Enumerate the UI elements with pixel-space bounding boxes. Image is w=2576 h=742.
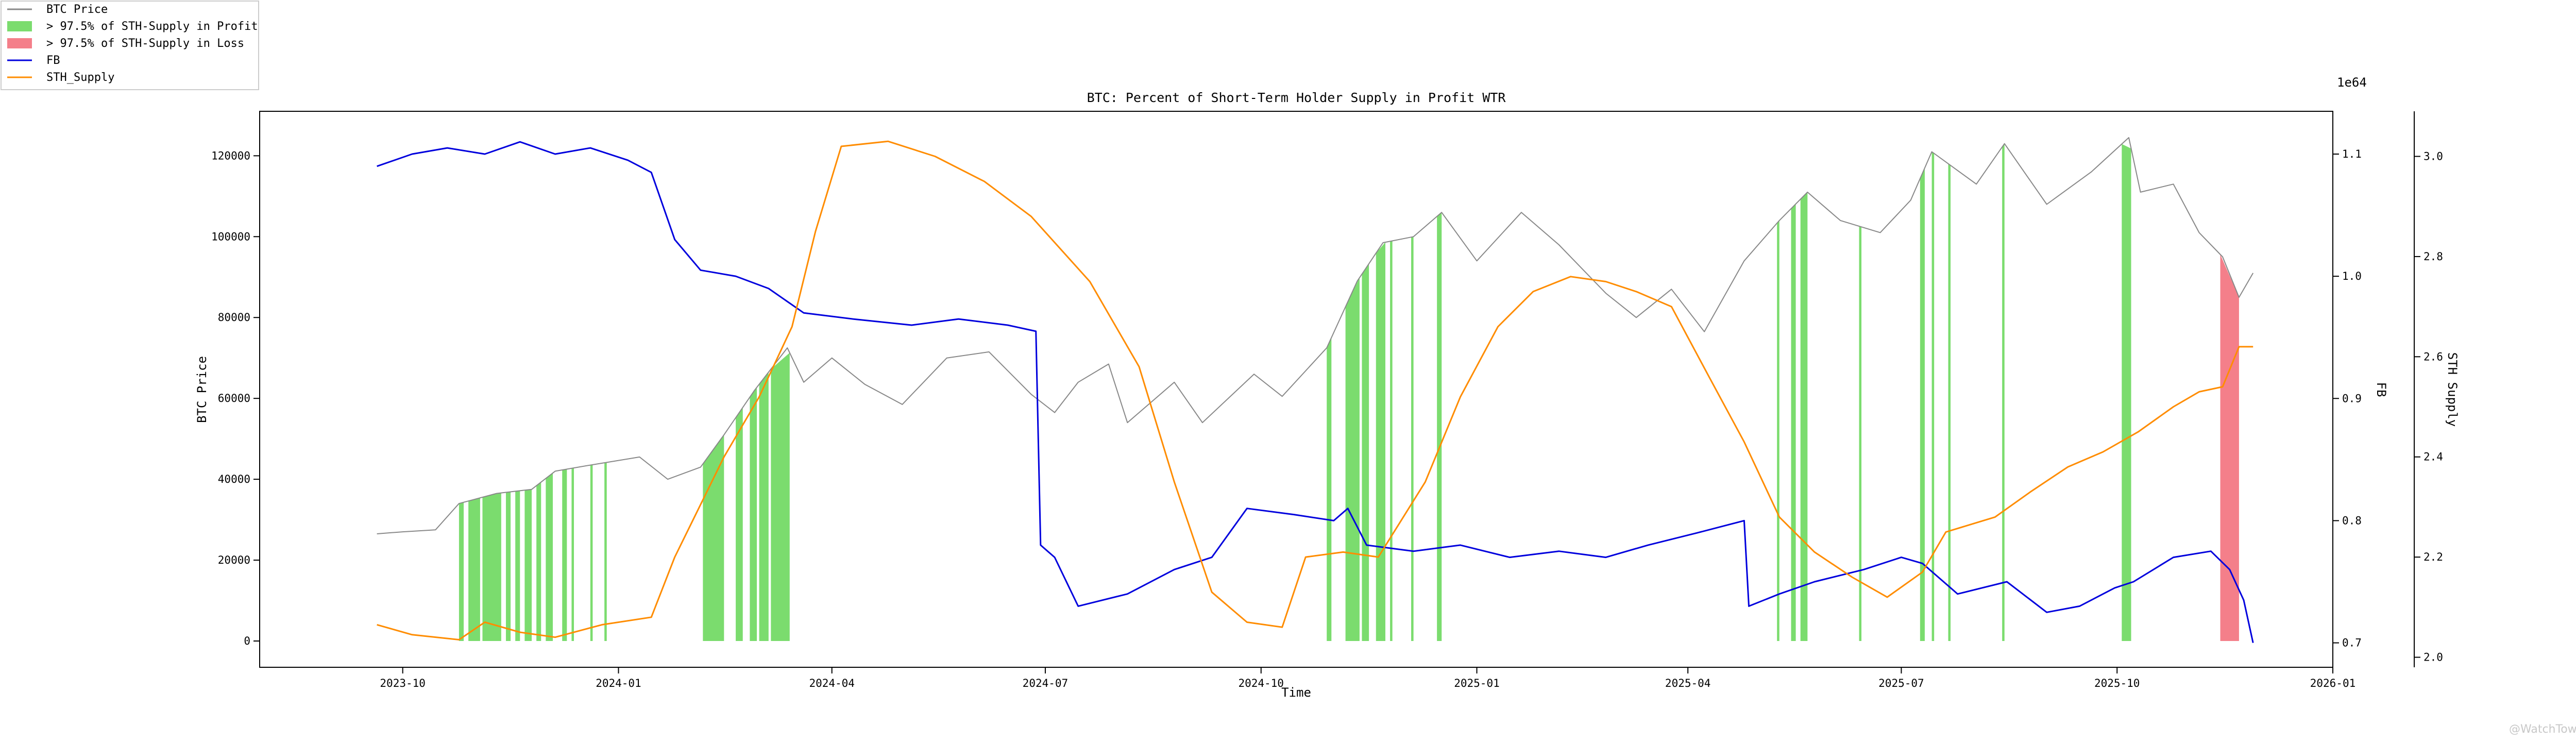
y-right1-tick-label: 1.0 <box>2342 270 2362 282</box>
profit-band-13 <box>736 407 743 641</box>
y-right1-axis-label: FB <box>2374 382 2388 397</box>
profit-band-32 <box>2122 144 2131 641</box>
profit-band-23 <box>1437 212 1442 641</box>
y-right1-tick-label: 0.9 <box>2342 392 2362 404</box>
series-lines <box>377 137 2254 643</box>
x-tick-label: 2024-07 <box>1023 677 1069 689</box>
y-right1-axis-ticks: 0.7 0.8 0.9 1.0 1.1 <box>2333 148 2362 649</box>
y-right2-tick-label: 2.0 <box>2424 651 2443 664</box>
legend-label: > 97.5% of STH-Supply in Profit <box>46 20 258 33</box>
y-right2-tick-label: 2.6 <box>2424 350 2443 363</box>
profit-band-18 <box>1345 277 1360 641</box>
x-tick-label: 2025-10 <box>2094 677 2140 689</box>
profit-band-26 <box>1800 192 1808 641</box>
profit-band-5 <box>524 489 532 641</box>
series-line-fb <box>377 141 2254 643</box>
y-right2-axis-label: STH Supply <box>2445 352 2460 427</box>
profit-band-17 <box>1327 338 1332 641</box>
watermark: @WatchTower <box>2509 723 2576 736</box>
profit-band-10 <box>590 464 593 641</box>
y-left-tick-label: 100000 <box>211 230 250 243</box>
y-left-tick-label: 80000 <box>218 311 250 324</box>
y-right2-tick-label: 3.0 <box>2424 150 2443 162</box>
x-tick-label: 2023-10 <box>380 677 426 689</box>
x-tick-label: 2026-01 <box>2310 677 2356 689</box>
y-left-tick-label: 0 <box>244 635 250 647</box>
profit-band-19 <box>1362 263 1369 641</box>
chart-title: BTC: Percent of Short-Term Holder Supply… <box>1087 90 1506 105</box>
profit-band-24 <box>1777 220 1780 641</box>
x-tick-label: 2024-04 <box>809 677 855 689</box>
x-axis-label: Time <box>1281 685 1311 700</box>
x-tick-label: 2025-07 <box>1878 677 1924 689</box>
y-left-axis-ticks: 0 20000 40000 60000 80000 100000 120000 <box>211 149 260 647</box>
series-line-btc-price <box>377 137 2254 534</box>
legend-label: BTC Price <box>46 3 108 16</box>
profit-band-31 <box>2002 143 2005 641</box>
y-right1-tick-label: 1.1 <box>2342 148 2362 160</box>
y-left-tick-label: 20000 <box>218 554 250 566</box>
profit-band-11 <box>604 462 607 641</box>
x-tick-label: 2024-01 <box>596 677 641 689</box>
legend: BTC Price > 97.5% of STH-Supply in Profit… <box>1 1 259 90</box>
x-axis-ticks: 2023-10 2024-01 2024-04 2024-07 2024-10 2025-… <box>380 667 2355 689</box>
profit-band-0 <box>459 502 464 641</box>
profit-band-3 <box>505 492 511 641</box>
legend-swatch-fill <box>7 38 32 48</box>
legend-label: > 97.5% of STH-Supply in Loss <box>46 37 244 50</box>
profit-band-7 <box>546 473 553 641</box>
profit-band-25 <box>1791 204 1796 641</box>
legend-label: STH_Supply <box>46 71 114 84</box>
legend-swatch-fill <box>7 21 32 31</box>
profit-band-2 <box>482 493 501 641</box>
profit-band-15 <box>759 372 769 641</box>
y-right2-tick-label: 2.2 <box>2424 551 2443 563</box>
profit-band-6 <box>536 482 541 641</box>
plot-frame <box>259 111 2333 668</box>
profit-band-8 <box>562 469 567 641</box>
x-tick-label: 2025-01 <box>1454 677 1500 689</box>
y-right2-axis-ticks: 2.0 2.2 2.4 2.6 2.8 3.0 <box>2414 150 2443 664</box>
y-left-tick-label: 60000 <box>218 392 250 404</box>
profit-loss-bands <box>459 143 2239 641</box>
y-right2-tick-label: 2.8 <box>2424 250 2443 263</box>
profit-band-20 <box>1376 242 1385 641</box>
profit-band-21 <box>1390 241 1393 641</box>
profit-band-28 <box>1920 167 1925 641</box>
profit-band-12 <box>703 434 724 641</box>
profit-band-9 <box>571 468 574 641</box>
y-left-tick-label: 120000 <box>211 149 250 162</box>
x-tick-label: 2024-10 <box>1238 677 1284 689</box>
profit-band-27 <box>1859 226 1862 641</box>
x-tick-label: 2025-04 <box>1665 677 1711 689</box>
profit-band-1 <box>468 498 480 641</box>
y-left-tick-label: 40000 <box>218 473 250 485</box>
profit-band-14 <box>750 387 757 641</box>
series-line-sth-supply <box>377 140 2253 640</box>
y-right1-tick-label: 0.7 <box>2342 637 2362 649</box>
y-left-axis-label: BTC Price <box>195 356 209 423</box>
profit-band-22 <box>1411 237 1414 641</box>
profit-band-30 <box>1948 163 1951 641</box>
profit-band-16 <box>771 352 790 641</box>
profit-band-4 <box>515 491 520 641</box>
y-right1-offset-label: 1e64 <box>2337 75 2367 90</box>
loss-band-0 <box>2220 254 2239 641</box>
profit-band-29 <box>1931 151 1935 641</box>
y-right1-tick-label: 0.8 <box>2342 514 2362 527</box>
y-right2-tick-label: 2.4 <box>2424 451 2443 463</box>
legend-label: FB <box>46 54 60 67</box>
